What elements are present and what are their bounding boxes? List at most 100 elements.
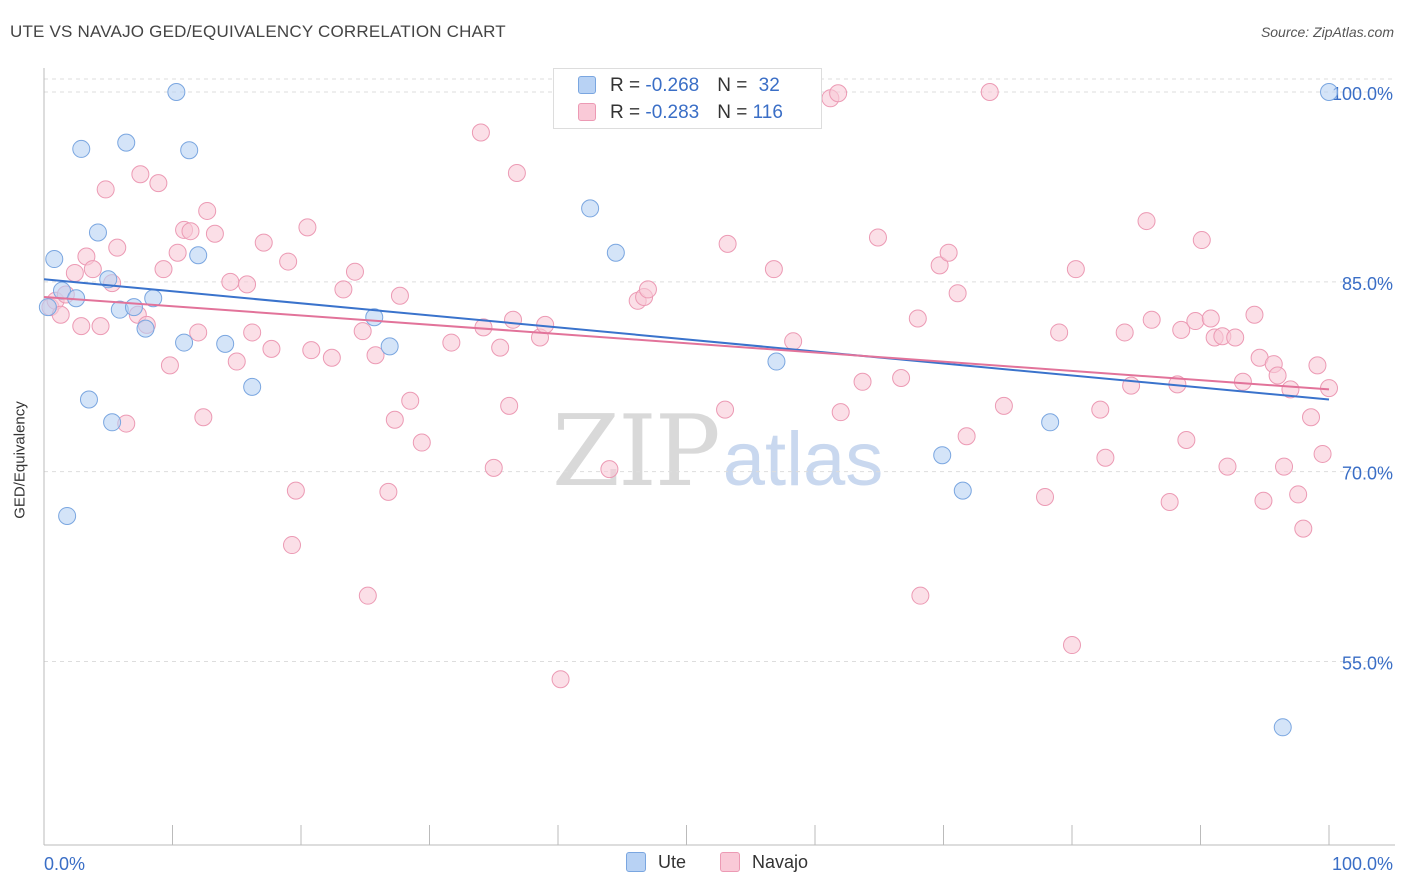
navajo-point <box>302 341 321 360</box>
navajo-point <box>853 372 872 391</box>
navajo-point <box>1137 212 1156 231</box>
navajo-point <box>1066 260 1085 279</box>
watermark-atlas: atlas <box>722 417 884 502</box>
ute-point <box>180 141 199 160</box>
ute-point <box>103 413 122 432</box>
navajo-point <box>221 272 240 291</box>
navajo-point <box>149 174 168 193</box>
navajo-point <box>1281 380 1300 399</box>
navajo-r-value: -0.283 <box>645 102 700 123</box>
navajo-point <box>96 180 115 199</box>
ute-point <box>243 377 262 396</box>
navajo-point <box>939 243 958 262</box>
navajo-point <box>500 396 519 415</box>
navajo-point <box>279 252 298 271</box>
navajo-point <box>1192 231 1211 250</box>
navajo-point <box>507 163 526 182</box>
navajo-point <box>784 332 803 351</box>
navajo-point <box>198 201 217 220</box>
navajo-point <box>1289 485 1308 504</box>
y-tick-label: 100.0% <box>1332 84 1393 104</box>
navajo-point <box>1115 323 1134 342</box>
x-tick-label: 100.0% <box>1332 854 1393 874</box>
navajo-point <box>484 458 503 477</box>
navajo-point <box>1245 305 1264 324</box>
navajo-point <box>160 356 179 375</box>
navajo-point <box>366 346 385 365</box>
navajo-point <box>1160 493 1179 512</box>
navajo-point <box>892 369 911 388</box>
navajo-point <box>298 218 317 237</box>
ute-point <box>953 481 972 500</box>
navajo-point <box>168 243 187 262</box>
ute-point <box>58 506 77 525</box>
navajo-point <box>353 322 372 341</box>
navajo-point <box>718 234 737 253</box>
navajo-point <box>1036 487 1055 506</box>
navajo-point <box>1268 366 1287 385</box>
navajo-point <box>181 222 200 241</box>
ute-r-label: R = <box>610 75 646 96</box>
navajo-point <box>1142 310 1161 329</box>
ute-n-label: N = <box>717 75 753 96</box>
navajo-point <box>638 280 657 299</box>
navajo-point <box>1063 636 1081 655</box>
ute-point <box>38 298 57 317</box>
ute-point <box>933 446 952 465</box>
ute-point <box>380 337 399 356</box>
navajo-point <box>829 84 848 103</box>
navajo-point <box>91 317 110 336</box>
navajo-swatch <box>578 103 596 121</box>
navajo-point <box>72 317 91 336</box>
navajo-point <box>286 481 305 500</box>
navajo-point <box>831 403 850 422</box>
ute-legend-label: Ute <box>658 852 687 872</box>
ute-point <box>189 246 208 265</box>
ute-point <box>79 390 98 409</box>
ute-point <box>124 298 143 317</box>
navajo-point <box>1218 457 1237 476</box>
y-tick-label: 70.0% <box>1342 464 1393 484</box>
navajo-point <box>764 260 783 279</box>
navajo-point <box>504 310 523 329</box>
navajo-legend-label: Navajo <box>752 852 809 872</box>
ute-legend-swatch <box>626 852 646 872</box>
ute-point <box>606 243 625 262</box>
navajo-point <box>227 352 246 371</box>
navajo-point <box>957 427 976 446</box>
source-credit: Source: ZipAtlas.com <box>1260 24 1394 40</box>
navajo-point <box>551 670 570 689</box>
navajo-point <box>412 433 431 452</box>
navajo-point <box>1308 356 1327 375</box>
legend-item-ute[interactable]: Ute <box>626 852 686 873</box>
ute-point <box>767 352 786 371</box>
navajo-point <box>194 408 213 427</box>
ute-r-value: -0.268 <box>645 75 700 96</box>
y-tick-label: 55.0% <box>1342 653 1393 673</box>
watermark-zip: ZIP <box>552 395 721 509</box>
x-tick-label: 0.0% <box>44 854 85 874</box>
navajo-point <box>1313 444 1332 463</box>
navajo-point <box>322 348 341 367</box>
navajo-point <box>1096 448 1115 467</box>
navajo-point <box>1177 431 1196 450</box>
navajo-point <box>948 284 967 303</box>
navajo-trend-line <box>43 296 1330 391</box>
ute-trend-line <box>43 278 1330 401</box>
legend-item-navajo[interactable]: Navajo <box>720 852 808 873</box>
navajo-legend-swatch <box>720 852 740 872</box>
navajo-point <box>1091 400 1110 419</box>
navajo-point <box>908 309 927 328</box>
navajo-point <box>442 333 461 352</box>
navajo-point <box>65 263 84 282</box>
navajo-point <box>189 323 208 342</box>
ute-point <box>216 334 235 353</box>
navajo-point <box>1201 309 1220 328</box>
navajo-point <box>154 260 173 279</box>
navajo-point <box>994 396 1013 415</box>
navajo-r-label: R = <box>610 102 646 123</box>
navajo-point <box>131 165 150 184</box>
navajo-point <box>1254 491 1273 510</box>
navajo-point <box>491 338 510 357</box>
